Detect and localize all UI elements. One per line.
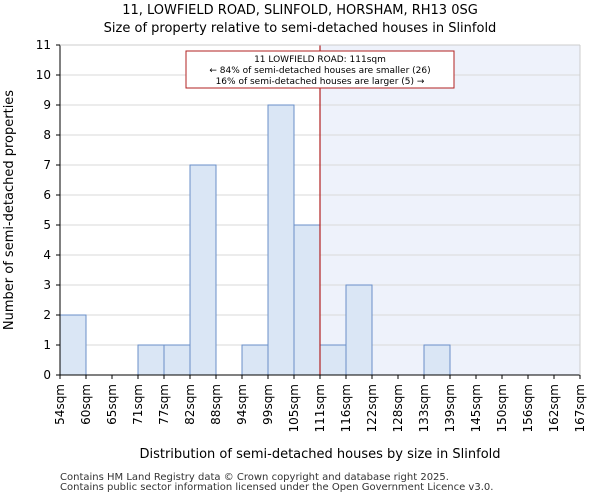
y-tick-label: 5 [43,218,51,232]
x-tick-label: 88sqm [209,384,223,425]
bar-82sqm [189,164,217,376]
bars-group [59,104,451,376]
x-tick-label: 94sqm [235,384,249,425]
chart-title-address: 11, LOWFIELD ROAD, SLINFOLD, HORSHAM, RH… [122,3,478,18]
footer: Contains HM Land Registry data © Crown c… [60,473,493,493]
x-tick-label: 128sqm [391,384,405,432]
annotation-line-3: 16% of semi-detached houses are larger (… [216,77,425,87]
y-tick-label: 10 [36,68,51,82]
bar-99sqm [267,104,295,376]
y-tick-label: 4 [43,248,51,262]
bar-133sqm [423,344,451,376]
x-tick-label: 71sqm [131,384,145,425]
x-tick-label: 116sqm [339,384,353,432]
footer-line-2: Contains public sector information licen… [60,482,494,493]
y-tick-label: 3 [43,278,51,292]
annotation-line-1: 11 LOWFIELD ROAD: 111sqm [254,55,386,65]
y-tick-label: 11 [36,38,51,52]
x-tick-label: 150sqm [495,384,509,432]
chart-title: Size of property relative to semi-detach… [103,21,497,36]
y-axis-label: Number of semi-detached properties [2,90,17,330]
x-tick-label: 99sqm [261,384,275,425]
y-tick-label: 9 [43,98,51,112]
bar-77sqm [163,344,191,376]
x-tick-label: 77sqm [157,384,171,425]
y-tick-label: 7 [43,158,51,172]
y-tick-label: 2 [43,308,51,322]
bar-105sqm [293,224,321,376]
x-axis-label: Distribution of semi-detached houses by … [139,447,500,462]
x-tick-label: 145sqm [469,384,483,432]
x-tick-label: 156sqm [521,384,535,432]
x-tick-label: 60sqm [79,384,93,425]
x-tick-label: 105sqm [287,384,301,432]
bar-54sqm [59,314,87,376]
y-axis-ticks: 0 1 2 3 4 5 6 7 8 9 10 11 [36,38,60,382]
y-tick-label: 8 [43,128,51,142]
y-tick-label: 0 [43,368,51,382]
annotation-frame [185,50,455,89]
y-tick-label: 1 [43,338,51,352]
x-axis-ticks: 54sqm 60sqm 65sqm 71sqm 77sqm 82sqm 88sqm 94sqm… [53,375,587,432]
x-tick-label: 167sqm [573,384,587,432]
axes [59,44,581,376]
x-tick-label: 82sqm [183,384,197,425]
annotation-line-2: ← 84% of semi-detached houses are smalle… [209,66,430,76]
y-tick-label: 6 [43,188,51,202]
annotation-box: 11 LOWFIELD ROAD: 111sqm ← 84% of semi-d… [185,50,455,89]
x-tick-label: 111sqm [313,384,327,432]
bar-116sqm [345,284,373,376]
x-tick-label: 139sqm [443,384,457,432]
bar-111sqm [319,344,347,376]
footer-line-1: Contains HM Land Registry data © Crown c… [60,472,449,483]
x-tick-label: 162sqm [547,384,561,432]
bar-71sqm [137,344,165,376]
x-tick-label: 133sqm [417,384,431,432]
x-tick-label: 65sqm [105,384,119,425]
bar-94sqm [241,344,269,376]
x-tick-label: 122sqm [365,384,379,432]
x-tick-label: 54sqm [53,384,67,425]
